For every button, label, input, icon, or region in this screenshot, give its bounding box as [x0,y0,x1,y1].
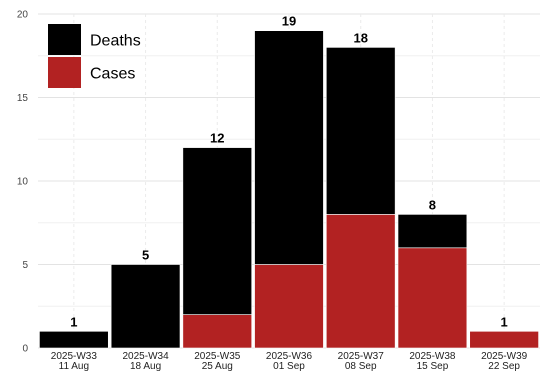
bar-deaths [39,330,109,349]
x-tick-label: 2025-W38 [409,351,456,362]
x-tick-label: 18 Aug [130,361,161,372]
x-tick-label: 08 Sep [345,361,377,372]
y-tick-label: 15 [17,93,29,104]
x-tick-label: 2025-W39 [481,351,528,362]
x-tick-label: 01 Sep [273,361,305,372]
bar-deaths [325,47,396,215]
legend-label-cases: Cases [90,66,135,83]
data-label: 12 [210,131,224,146]
bar-cases [182,314,253,349]
x-tick-label: 2025-W36 [266,351,313,362]
data-label: 5 [142,248,149,263]
legend-swatch-deaths [48,24,81,55]
bar-deaths [254,30,324,265]
bar-cases [325,214,396,349]
y-tick-label: 20 [17,10,29,21]
y-tick-label: 10 [17,177,29,188]
legend-swatch-cases [48,57,81,88]
bar-cases [254,264,324,349]
x-tick-label: 2025-W35 [194,351,241,362]
y-tick-label: 5 [22,260,28,271]
data-label: 19 [282,14,296,29]
bar-cases [397,247,468,349]
bars [39,30,539,349]
data-labels: 1 5 12 19 18 8 1 [70,14,508,330]
bar-cases [469,330,539,349]
y-axis-ticks: 0 5 10 15 20 [17,10,29,355]
data-label: 1 [70,314,77,329]
x-tick-label: 2025-W37 [338,351,385,362]
x-tick-label: 15 Sep [417,361,449,372]
x-tick-label: 22 Sep [488,361,520,372]
data-label: 1 [501,314,508,329]
bar-deaths [397,214,468,249]
x-tick-label: 25 Aug [202,361,233,372]
data-label: 18 [353,30,367,45]
data-label: 8 [429,197,436,212]
y-tick-label: 0 [22,344,28,355]
legend-label-deaths: Deaths [90,33,141,50]
x-tick-label: 11 Aug [59,361,89,372]
legend: Deaths Cases [48,24,141,88]
x-tick-label: 2025-W34 [123,351,170,362]
bar-deaths [182,147,253,315]
bar-deaths [110,264,181,349]
x-tick-label: 2025-W33 [51,351,98,362]
